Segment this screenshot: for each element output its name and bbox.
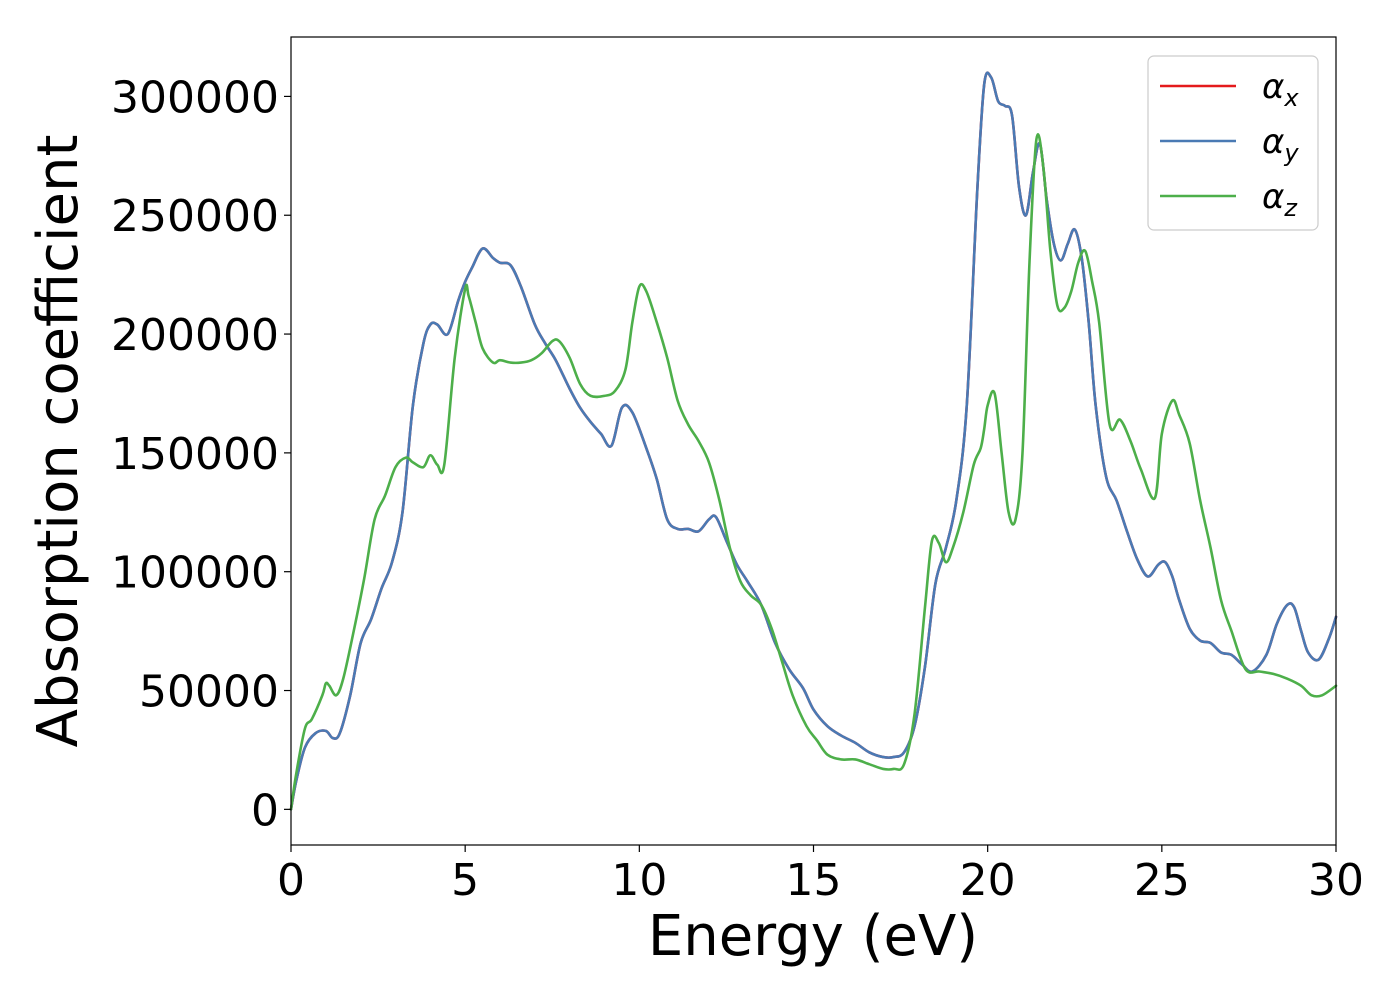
y-axis-title: Absorption coefficient bbox=[26, 135, 91, 748]
series-line-z bbox=[289, 133, 1338, 811]
legend: αx αy αz bbox=[1147, 55, 1319, 231]
x-tick-label: 20 bbox=[960, 855, 1016, 906]
y-tick-label: 50000 bbox=[139, 667, 279, 718]
y-tick-label: 250000 bbox=[111, 191, 279, 242]
legend-box bbox=[1147, 55, 1319, 231]
legend-label-y: αy bbox=[1262, 122, 1299, 167]
x-tick-label: 25 bbox=[1134, 855, 1190, 906]
x-tick-label: 0 bbox=[277, 855, 305, 906]
legend-label-z: αz bbox=[1262, 177, 1298, 222]
legend-label-x: αx bbox=[1262, 67, 1299, 112]
x-tick-label: 15 bbox=[786, 855, 842, 906]
x-axis-title: Energy (eV) bbox=[648, 904, 978, 969]
legend-items: αx αy αz bbox=[1160, 67, 1299, 222]
x-tick-label: 5 bbox=[451, 855, 479, 906]
y-tick-label: 300000 bbox=[111, 72, 279, 123]
x-tick-label: 10 bbox=[611, 855, 667, 906]
series-line-y bbox=[289, 71, 1338, 811]
x-axis-ticks: 0 5 10 15 20 25 30 bbox=[277, 845, 1364, 906]
y-axis-ticks: 0 50000 100000 150000 200000 250000 300000 bbox=[111, 72, 291, 836]
y-tick-label: 150000 bbox=[111, 429, 279, 480]
x-tick-label: 30 bbox=[1308, 855, 1364, 906]
series-layer bbox=[289, 71, 1338, 811]
y-tick-label: 100000 bbox=[111, 548, 279, 599]
y-tick-label: 0 bbox=[251, 785, 279, 836]
y-tick-label: 200000 bbox=[111, 310, 279, 361]
